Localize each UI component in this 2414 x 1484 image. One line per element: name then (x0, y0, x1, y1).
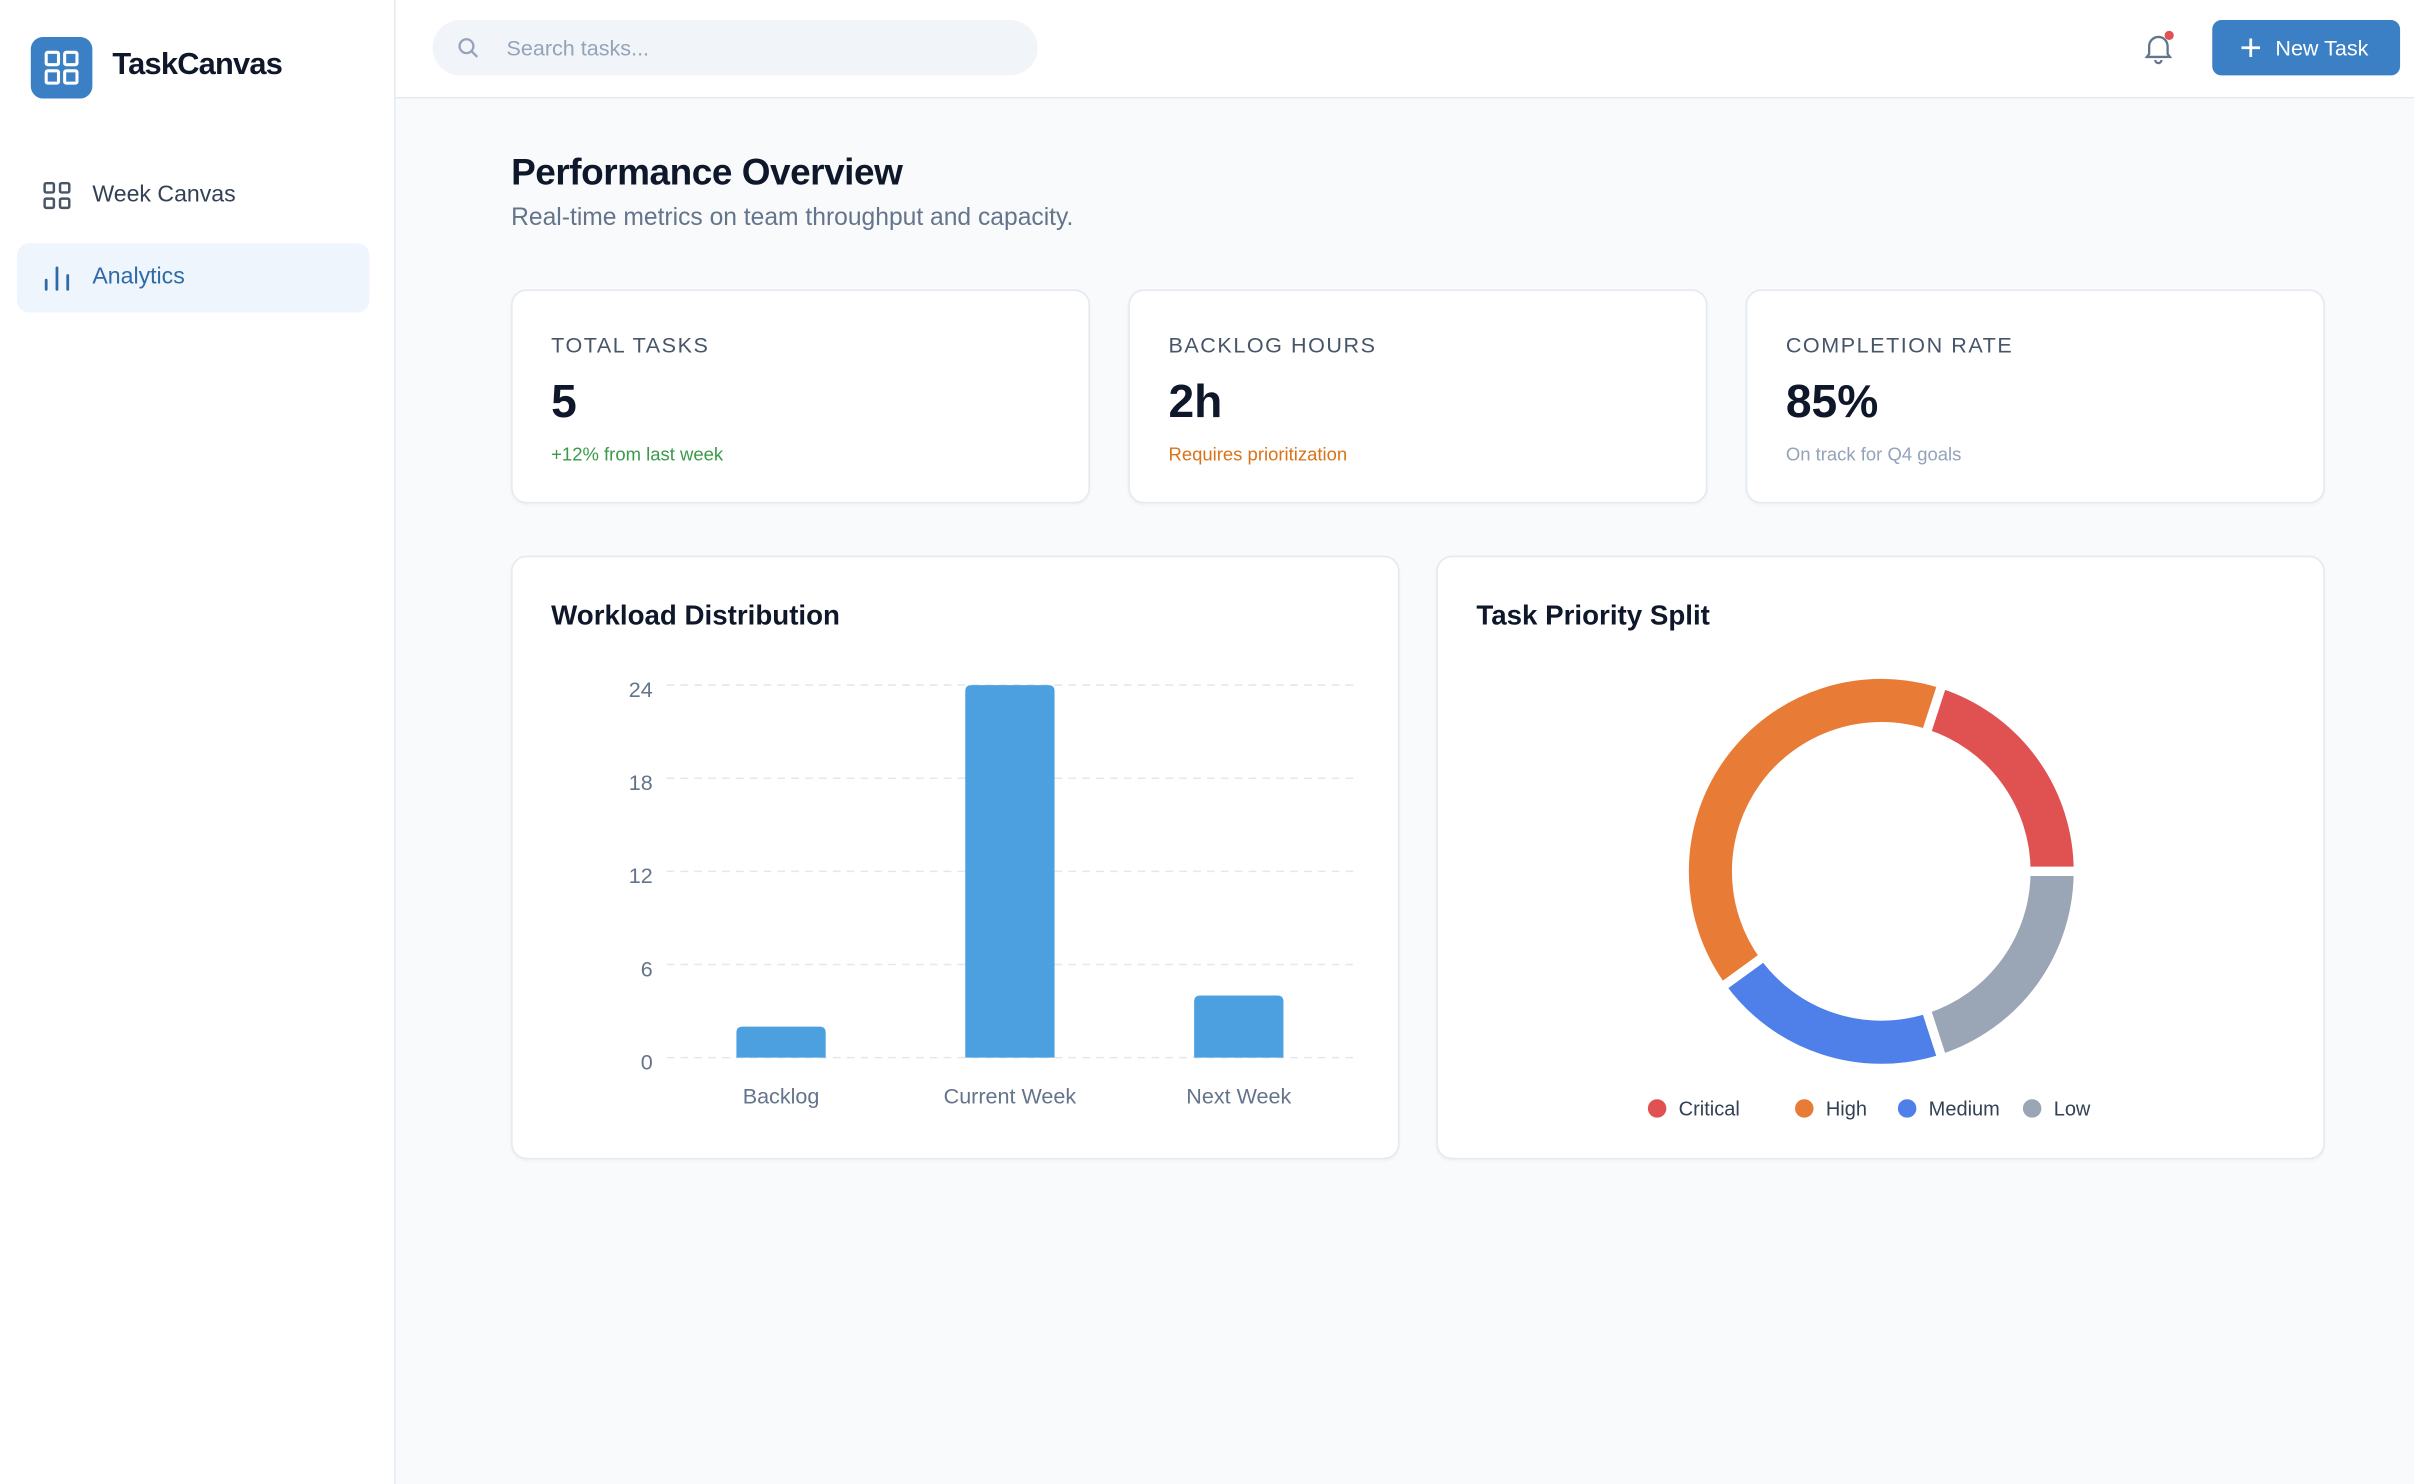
legend-label: Critical (1679, 1098, 1740, 1120)
legend-label: High (1826, 1098, 1867, 1120)
legend-swatch (1795, 1099, 1814, 1118)
pie-slice (1679, 669, 1948, 994)
pie-slice (1920, 866, 2083, 1065)
plus-icon (2241, 38, 2260, 57)
x-tick-label: Next Week (1186, 1083, 1291, 1108)
stat-card: TOTAL TASKS 5 +12% from last week (511, 289, 1090, 504)
stat-value: 5 (551, 377, 577, 428)
y-tick-label: 6 (641, 956, 653, 981)
y-tick-label: 12 (629, 863, 653, 888)
pie-slice (1715, 949, 1948, 1073)
stat-card: BACKLOG HOURS 2h Requires prioritization (1128, 289, 1708, 504)
nav-label: Week Canvas (92, 181, 236, 208)
sidebar: TaskCanvas Week Canvas Analytics (0, 0, 396, 1484)
pie-slice (1920, 678, 2083, 876)
stat-note: +12% from last week (551, 443, 724, 465)
bar (736, 1026, 826, 1058)
nav-icon (43, 181, 71, 210)
nav-item-active[interactable]: Analytics (16, 243, 370, 313)
nav-icon (44, 266, 70, 291)
stat-label: TOTAL TASKS (551, 332, 710, 358)
logo (30, 36, 93, 99)
nav-item[interactable]: Week Canvas (17, 162, 370, 231)
legend-swatch (2022, 1099, 2042, 1118)
button-label: New Task (2275, 35, 2369, 61)
y-tick-label: 0 (641, 1049, 653, 1074)
donut-chart: Task Priority Split Critical High Medium Lo… (1476, 600, 2091, 1121)
legend-swatch (1897, 1099, 1917, 1118)
notification-bell[interactable] (2141, 30, 2175, 65)
chart-card: Workload Distribution 0 6 12 18 24 Backlog Cur… (511, 555, 1400, 1160)
header: Search tasks... New Task (395, 0, 2414, 99)
y-tick-label: 24 (629, 677, 653, 702)
nav-label: Analytics (92, 263, 185, 290)
stat-value: 2h (1168, 377, 1223, 428)
stat-label: COMPLETION RATE (1785, 332, 2014, 358)
logo-icon (44, 50, 79, 85)
search-box[interactable]: Search tasks... (432, 20, 1038, 76)
bar-chart: Workload Distribution 0 6 12 18 24 Backlog Cur… (551, 600, 1354, 1108)
search-icon (458, 38, 479, 58)
bar (965, 685, 1055, 1058)
stat-note: On track for Q4 goals (1785, 443, 1962, 465)
new-task-button[interactable]: New Task (2212, 20, 2401, 76)
legend-label: Medium (1929, 1098, 2000, 1120)
page-title: Performance Overview (511, 152, 903, 194)
chart-title: Task Priority Split (1476, 600, 1710, 631)
legend-label: Low (2054, 1098, 2091, 1120)
y-tick-label: 18 (629, 770, 653, 795)
page-subtitle: Real-time metrics on team throughput and… (511, 204, 1074, 231)
x-tick-label: Backlog (743, 1083, 820, 1108)
chart-title: Workload Distribution (551, 600, 840, 631)
stat-card: COMPLETION RATE 85% On track for Q4 goal… (1745, 289, 2325, 504)
bar (1194, 995, 1284, 1058)
stat-label: BACKLOG HOURS (1168, 332, 1377, 358)
legend-swatch (1647, 1099, 1667, 1118)
stat-value: 85% (1785, 377, 1879, 428)
search-placeholder: Search tasks... (506, 35, 650, 61)
chart-card: Task Priority Split Critical High Medium Lo… (1436, 555, 2325, 1160)
stat-note: Requires prioritization (1168, 443, 1348, 465)
brand: TaskCanvas (112, 47, 283, 82)
x-tick-label: Current Week (944, 1083, 1077, 1108)
